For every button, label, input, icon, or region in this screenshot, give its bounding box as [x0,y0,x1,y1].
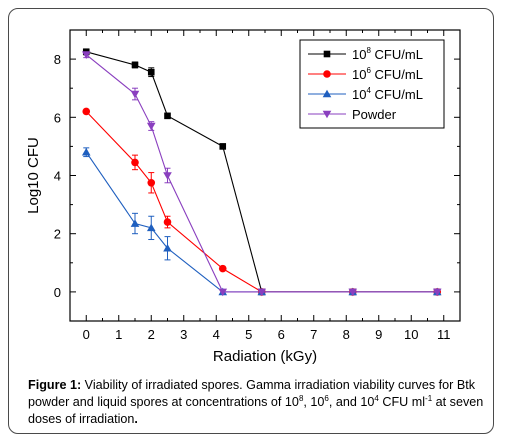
x-tick-label: 1 [115,327,122,342]
legend-marker [322,89,332,98]
data-point [219,143,227,150]
data-point [348,288,358,297]
caption-text: CFU ml [378,395,426,409]
data-point [82,107,91,116]
legend-marker [322,110,332,119]
y-axis-label: Log10 CFU [25,137,42,214]
caption-text: , 10 [303,395,325,409]
legend-unit: CFU/mL [371,87,423,102]
x-tick-label: 5 [245,327,252,342]
legend-entry: Powder [308,107,397,122]
figure-caption: Figure 1: Viability of irradiated spores… [28,377,488,428]
legend-unit: CFU/mL [371,67,423,82]
data-point [146,223,156,232]
x-tick-label: 11 [437,327,451,342]
legend-marker [323,50,331,58]
series-line [85,111,438,293]
y-tick-label: 6 [54,110,61,125]
legend-label: 108 CFU/mL [352,46,423,62]
x-tick-label: 10 [404,327,418,342]
data-point [130,90,140,99]
x-axis-label: Radiation (kGy) [213,348,317,365]
data-point [147,68,155,76]
legend-base: 10 [352,67,366,82]
caption-label: Figure 1: [28,378,82,392]
data-point [146,122,156,131]
caption-sup: 8 [298,393,304,403]
caption-text: , and 10 [328,395,375,409]
data-point [257,288,267,297]
caption-end: . [134,412,138,426]
x-tick-label: 8 [343,327,350,342]
data-point [218,264,227,273]
caption-text: Viability of irradiated spores. Gamma ir… [28,378,476,409]
x-tick-label: 3 [180,327,187,342]
legend-base: 10 [352,87,366,102]
legend-entry: 108 CFU/mL [308,46,423,62]
data-point [81,51,91,60]
data-point [81,147,91,156]
data-point [164,112,171,120]
x-tick-label: 4 [213,327,220,342]
data-point [131,158,139,167]
y-tick-label: 0 [54,285,61,300]
series-3 [81,51,442,297]
legend-label: 106 CFU/mL [352,66,423,82]
legend-exponent: 4 [366,86,371,95]
caption-sup: -1 [425,393,433,403]
caption-text: at seven doses of irradiation [28,395,484,426]
data-point [130,219,140,227]
x-tick-label: 2 [148,327,155,342]
y-tick-label: 4 [54,169,61,184]
legend-unit: CFU/mL [371,47,423,62]
legend-entry: 104 CFU/mL [308,86,423,102]
legend-label: Powder [352,107,397,122]
data-point [163,218,172,226]
legend-exponent: 8 [366,46,371,55]
legend-entry: 106 CFU/mL [308,66,423,82]
series-1 [82,107,442,296]
x-tick-label: 7 [310,327,317,342]
y-tick-label: 8 [54,52,61,67]
x-tick-label: 6 [278,327,285,342]
legend-marker [323,70,331,78]
y-tick-label: 2 [54,227,61,242]
data-point [163,243,172,252]
chart-axes: 0 1 2 3 4 5 6 7 8 9 10 11 0 2 4 6 8 [54,29,461,342]
data-point [218,288,228,297]
data-point [147,178,156,187]
data-point [131,61,139,69]
legend-base: 10 [352,47,366,62]
data-point [432,288,442,297]
x-tick-label: 9 [375,327,382,342]
series-line [85,151,438,293]
x-tick-label: 0 [83,327,90,342]
legend-exponent: 6 [366,66,371,75]
legend-label: 104 CFU/mL [352,86,423,102]
chart-series [81,48,442,297]
caption-sup: 4 [374,393,379,403]
data-point [163,172,172,180]
caption-sup: 6 [324,393,329,403]
